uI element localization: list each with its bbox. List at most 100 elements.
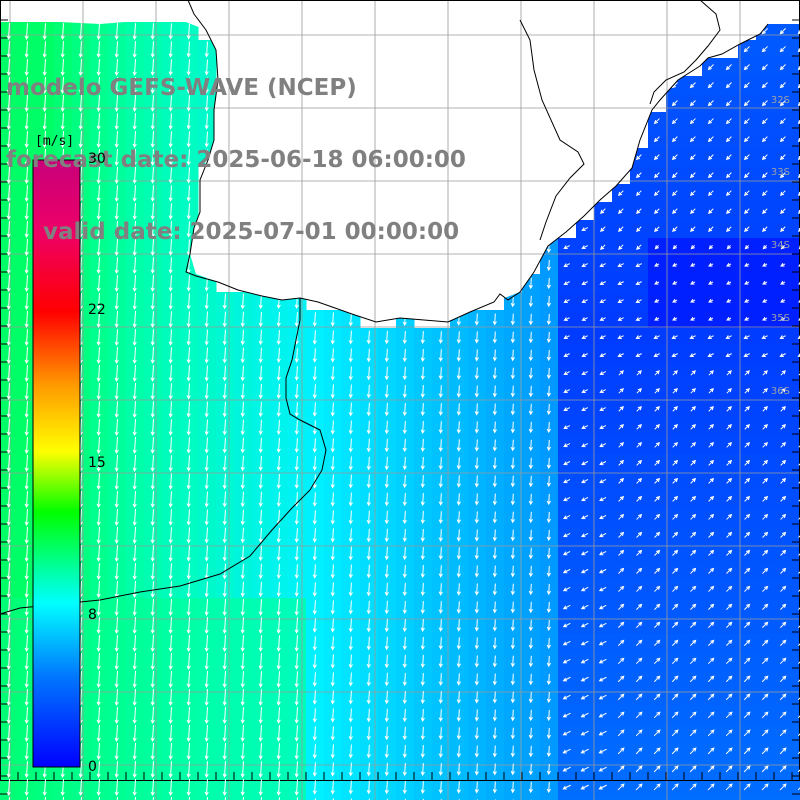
wind-arrow (150, 616, 155, 635)
lat-label-32s: 32S (770, 95, 790, 106)
wind-arrow (456, 655, 461, 668)
wind-arrow (420, 655, 425, 668)
wind-arrow (546, 511, 551, 524)
wind-arrow (402, 600, 407, 615)
wind-arrow (186, 347, 191, 364)
wind-arrow (6, 472, 11, 491)
wind-arrow (546, 529, 551, 542)
wind-arrow (186, 509, 191, 526)
wind-arrow (761, 46, 768, 53)
wind-cell (792, 634, 800, 653)
wind-arrow (96, 238, 101, 257)
wind-arrow (779, 46, 786, 53)
wind-arrow (510, 691, 515, 704)
wind-arrow (635, 639, 643, 647)
wind-arrow (725, 64, 732, 71)
wind-arrow (204, 509, 209, 526)
wind-arrow (492, 331, 497, 344)
wind-arrow (24, 94, 29, 113)
wind-arrow (798, 497, 800, 502)
wind-arrow (510, 475, 515, 488)
wind-arrow (546, 349, 551, 362)
wind-arrow (78, 130, 83, 149)
wind-arrow (653, 118, 660, 125)
wind-arrow (240, 509, 245, 526)
wind-arrow (474, 781, 479, 794)
wind-arrow (438, 601, 443, 614)
wind-arrow (96, 166, 101, 185)
wind-arrow (186, 616, 191, 635)
wind-arrow (617, 783, 625, 791)
wind-arrow (186, 419, 191, 436)
wind-arrow (779, 353, 786, 357)
wind-cell (792, 76, 800, 95)
wind-arrow (617, 675, 625, 683)
wind-arrow (725, 765, 733, 773)
wind-arrow (402, 618, 407, 633)
wind-arrow (563, 479, 571, 484)
wind-arrow (384, 636, 389, 651)
wind-arrow (168, 545, 173, 562)
wind-arrow (743, 353, 750, 357)
wind-arrow (114, 616, 119, 635)
colorbar-tick-15: 15 (88, 455, 106, 471)
wind-arrow (114, 238, 119, 257)
wind-arrow (366, 528, 371, 543)
wind-arrow (276, 294, 281, 310)
wind-arrow (581, 227, 589, 232)
wind-arrow (366, 708, 371, 723)
wind-arrow (240, 707, 245, 724)
wind-arrow (725, 136, 732, 143)
wind-arrow (384, 762, 389, 777)
wind-arrow (474, 637, 479, 650)
wind-arrow (222, 725, 227, 742)
wind-arrow (690, 245, 695, 250)
wind-arrow (635, 190, 642, 197)
wind-arrow (580, 712, 589, 718)
wind-arrow (779, 783, 787, 791)
wind-arrow (492, 691, 497, 704)
wind-arrow (240, 419, 245, 436)
wind-arrow (168, 239, 173, 256)
wind-arrow (707, 675, 715, 683)
wind-arrow (562, 622, 571, 628)
wind-arrow (708, 513, 715, 520)
wind-arrow (671, 765, 679, 773)
wind-arrow (24, 562, 29, 581)
wind-arrow (690, 459, 697, 466)
wind-arrow (384, 618, 389, 633)
wind-arrow (132, 346, 137, 365)
wind-arrow (186, 77, 191, 94)
wind-arrow (546, 457, 551, 470)
wind-cell (360, 796, 379, 800)
wind-arrow (294, 653, 299, 670)
wind-arrow (779, 335, 786, 339)
wind-arrow (366, 690, 371, 705)
wind-arrow (132, 274, 137, 293)
wind-arrow (132, 382, 137, 401)
wind-arrow (294, 402, 299, 417)
wind-cell (540, 796, 559, 800)
wind-arrow (6, 652, 11, 671)
wind-arrow (150, 491, 155, 508)
wind-arrow (42, 94, 47, 113)
wind-arrow (779, 765, 787, 773)
wind-arrow (474, 601, 479, 614)
wind-arrow (654, 567, 661, 574)
wind-arrow (258, 455, 263, 472)
wind-arrow (689, 639, 697, 647)
wind-arrow (510, 385, 515, 398)
wind-arrow (312, 744, 317, 759)
wind-arrow (24, 292, 29, 311)
wind-arrow (132, 130, 137, 149)
wind-arrow (6, 616, 11, 635)
wind-arrow (132, 292, 137, 311)
wind-arrow (204, 473, 209, 490)
wind-arrow (168, 455, 173, 472)
wind-arrow (654, 621, 661, 628)
wind-arrow (114, 526, 119, 545)
wind-arrow (635, 317, 642, 321)
wind-arrow (474, 745, 479, 758)
wind-arrow (689, 747, 697, 755)
wind-arrow (420, 781, 425, 794)
